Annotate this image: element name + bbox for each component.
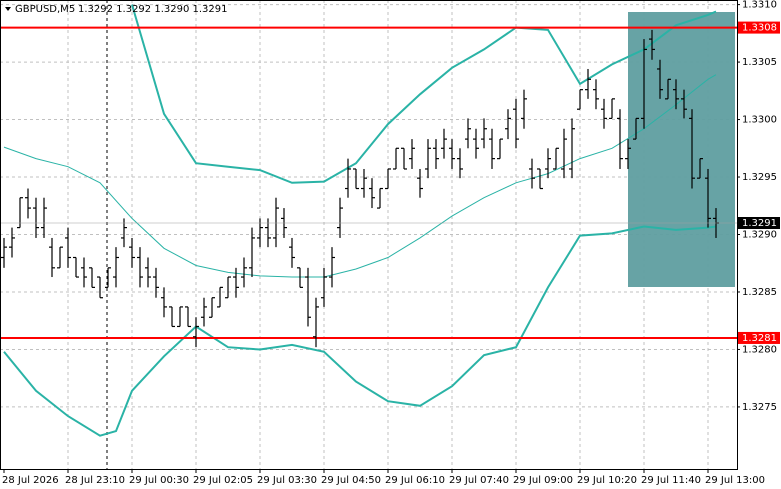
y-tick-label: 1.3305 [742,57,777,68]
x-tick-label: 29 Jul 00:30 [129,475,189,486]
y-tick-label: 1.3295 [742,172,777,183]
x-tick-label: 29 Jul 13:00 [705,475,765,486]
band-line [131,4,717,184]
level-label-box [738,21,780,34]
plot-frame [0,0,738,470]
chart-title: GBPUSD,M5 [15,4,75,15]
highlight-zone [628,12,735,287]
y-tick-label: 1.3290 [742,230,777,241]
x-tick-label: 28 Jul 23:10 [65,475,125,486]
marks-layer [0,4,737,437]
x-tick-label: 29 Jul 06:10 [385,475,445,486]
y-tick-label: 1.3285 [742,287,777,298]
x-tick-label: 28 Jul 2026 [2,475,59,486]
x-tick-label: 29 Jul 02:05 [193,475,253,486]
last-price-box [738,217,780,230]
x-tick-label: 29 Jul 10:20 [577,475,637,486]
menu-arrow[interactable] [5,7,11,11]
level-label: 1.3308 [742,23,777,34]
chart-subtitle: 1.3292 1.3292 1.3290 1.3291 [78,4,228,15]
x-tick-label: 29 Jul 09:00 [513,475,573,486]
level-label: 1.3281 [742,333,777,344]
x-tick-label: 29 Jul 04:50 [321,475,381,486]
grid-layer [0,0,737,469]
band-line [3,74,717,278]
band-line [3,225,717,437]
y-tick-label: 1.3310 [742,0,777,11]
y-tick-label: 1.3275 [742,402,777,413]
x-tick-label: 29 Jul 11:40 [641,475,701,486]
y-tick-label: 1.3300 [742,115,777,126]
level-label-box [738,331,780,344]
x-tick-label: 29 Jul 03:30 [257,475,317,486]
y-tick-label: 1.3280 [742,344,777,355]
x-tick-label: 29 Jul 07:40 [449,475,509,486]
last-price-label: 1.3291 [742,218,777,229]
